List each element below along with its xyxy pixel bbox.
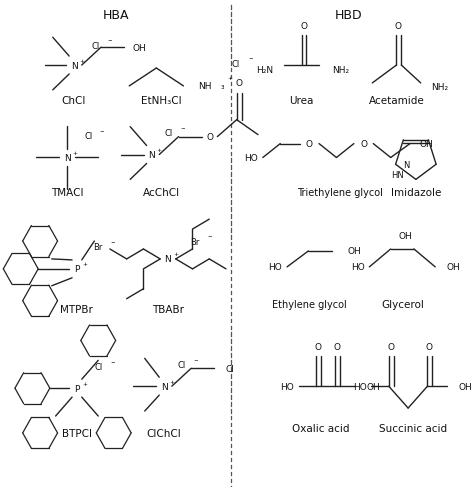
Text: O: O [360, 140, 367, 149]
Text: N: N [148, 151, 155, 160]
Text: HO: HO [353, 382, 366, 391]
Text: MTPBr: MTPBr [61, 304, 93, 314]
Text: HBA: HBA [102, 9, 129, 22]
Text: −: − [110, 240, 115, 245]
Text: NH₂: NH₂ [431, 83, 448, 92]
Text: HO: HO [351, 263, 365, 272]
Text: OH: OH [132, 43, 146, 53]
Text: +: + [73, 151, 77, 156]
Text: Imidazole: Imidazole [391, 188, 441, 198]
Text: N: N [71, 61, 77, 70]
Text: Cl: Cl [177, 360, 186, 369]
Text: O: O [300, 21, 307, 31]
Text: +: + [79, 59, 84, 63]
Text: HBD: HBD [334, 9, 362, 22]
Text: OH: OH [366, 382, 380, 391]
Text: Oxalic acid: Oxalic acid [292, 423, 350, 433]
Text: Acetamide: Acetamide [369, 96, 424, 105]
Text: +: + [157, 148, 162, 153]
Text: ChCl: ChCl [62, 96, 86, 105]
Text: OH: OH [399, 231, 412, 240]
Text: −: − [248, 57, 253, 61]
Text: +: + [82, 381, 87, 386]
Text: HO: HO [280, 382, 294, 391]
Text: OH: OH [420, 140, 434, 149]
Text: OH: OH [347, 247, 361, 256]
Text: Triethylene glycol: Triethylene glycol [297, 188, 383, 198]
Text: Urea: Urea [290, 96, 314, 105]
Text: NH: NH [198, 82, 211, 91]
Text: ClChCl: ClChCl [147, 428, 182, 438]
Text: −: − [110, 359, 115, 364]
Text: N: N [64, 154, 71, 163]
Text: O: O [315, 342, 321, 351]
Text: O: O [235, 79, 242, 88]
Text: BTPCl: BTPCl [62, 428, 92, 438]
Text: TMACl: TMACl [51, 188, 83, 198]
Text: −: − [207, 234, 212, 239]
Text: HN: HN [392, 170, 404, 180]
Text: EtNH₃Cl: EtNH₃Cl [141, 96, 182, 105]
Text: Cl: Cl [91, 41, 100, 51]
Text: Cl: Cl [226, 364, 234, 373]
Text: ₃: ₃ [220, 82, 224, 91]
Text: −: − [194, 357, 198, 362]
Text: N: N [161, 382, 167, 391]
Text: N: N [403, 161, 410, 169]
Text: Ethylene glycol: Ethylene glycol [272, 299, 346, 309]
Text: O: O [306, 140, 313, 149]
Text: P: P [74, 384, 80, 393]
Text: +: + [169, 379, 174, 384]
Text: O: O [334, 342, 341, 351]
Text: Cl: Cl [165, 129, 173, 138]
Text: −: − [108, 39, 112, 43]
Text: O: O [426, 342, 433, 351]
Text: NH₂: NH₂ [332, 66, 349, 75]
Text: −: − [100, 129, 104, 134]
Text: H₂N: H₂N [256, 66, 273, 75]
Text: N: N [164, 255, 171, 264]
Text: +: + [228, 76, 232, 81]
Text: −: − [180, 126, 185, 131]
Text: O: O [387, 342, 394, 351]
Text: HO: HO [244, 154, 258, 163]
Text: Cl: Cl [94, 362, 102, 371]
Text: Cl: Cl [84, 132, 93, 141]
Text: Cl: Cl [232, 60, 240, 68]
Text: TBABr: TBABr [152, 304, 184, 314]
Text: O: O [206, 133, 213, 142]
Text: Glycerol: Glycerol [382, 299, 425, 309]
Text: AcChCl: AcChCl [143, 188, 180, 198]
Text: O: O [395, 21, 402, 31]
Text: +: + [173, 252, 178, 257]
Text: OH: OH [458, 382, 472, 391]
Text: HO: HO [268, 263, 282, 272]
Text: P: P [74, 265, 80, 274]
Text: Br: Br [93, 243, 103, 252]
Text: Succinic acid: Succinic acid [379, 423, 447, 433]
Text: OH: OH [447, 263, 461, 272]
Text: +: + [82, 262, 87, 267]
Text: Br: Br [191, 237, 200, 246]
